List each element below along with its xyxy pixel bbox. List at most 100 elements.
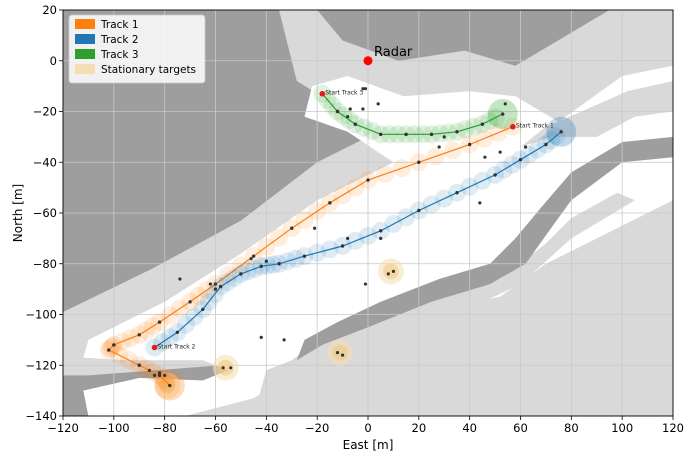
- track-point: [404, 132, 408, 137]
- legend-label: Track 3: [100, 49, 139, 61]
- track-point: [175, 330, 180, 334]
- detection-point: [348, 107, 352, 111]
- track-point: [455, 191, 459, 195]
- track-point: [188, 300, 192, 304]
- detection-point: [442, 135, 446, 139]
- detection-point: [264, 259, 268, 263]
- track-point: [340, 244, 345, 248]
- detection-point: [379, 236, 383, 240]
- track-point: [168, 383, 172, 388]
- track-point: [467, 142, 472, 147]
- detection-point: [346, 114, 350, 119]
- detection-point: [152, 373, 157, 377]
- tracks: Start Track 1 Start Track 2 Start Track 3 R…: [99, 45, 577, 401]
- legend-swatch: [75, 34, 95, 44]
- detection-point: [229, 366, 233, 370]
- stationary-target-core: [217, 359, 234, 376]
- x-axis-label: East [m]: [343, 438, 394, 452]
- track-point: [137, 333, 141, 337]
- x-tick-label: 80: [564, 421, 579, 435]
- legend-box: [68, 14, 206, 84]
- y-tick-label: −100: [25, 308, 57, 322]
- detection-point: [221, 366, 225, 370]
- detection-point: [478, 201, 482, 205]
- radar-label: Radar: [374, 45, 413, 60]
- detection-point: [208, 282, 213, 286]
- detection-point: [249, 257, 253, 261]
- detection-point: [523, 145, 528, 149]
- detection-point: [259, 335, 263, 339]
- y-tick-label: 0: [50, 54, 57, 68]
- track-point: [277, 262, 281, 266]
- track-point: [366, 178, 370, 182]
- detection-point: [213, 287, 218, 291]
- stationary-target-core: [332, 344, 349, 361]
- legend-label: Track 1: [100, 19, 139, 31]
- detection-point: [503, 102, 507, 106]
- x-tick-label: −40: [254, 421, 278, 435]
- legend: Track 1 Track 2 Track 3 Stationary targets: [68, 14, 206, 84]
- track-start-marker: [510, 123, 516, 130]
- track-point: [559, 130, 563, 134]
- detection-point: [157, 371, 162, 375]
- track-point: [544, 142, 548, 147]
- track-point: [201, 307, 205, 312]
- y-tick-label: 20: [42, 3, 57, 17]
- track-start-marker: [151, 344, 158, 351]
- y-tick-label: −40: [33, 155, 57, 169]
- x-tick-label: 60: [513, 421, 528, 435]
- detection-point: [498, 150, 502, 154]
- track-point: [480, 122, 485, 126]
- track-point: [417, 160, 421, 164]
- legend-swatch: [75, 49, 95, 59]
- track-point: [328, 201, 332, 205]
- track-point: [518, 158, 523, 162]
- y-tick-label: −80: [33, 257, 57, 271]
- track-point: [417, 208, 421, 213]
- x-tick-label: −60: [203, 421, 227, 435]
- track-point: [251, 254, 256, 258]
- track-point: [455, 130, 459, 134]
- track-point: [157, 320, 162, 324]
- boundary-strip: [520, 81, 673, 147]
- legend-swatch: [75, 64, 95, 74]
- detection-point: [361, 87, 365, 91]
- track-point: [379, 132, 383, 137]
- track-point: [493, 173, 497, 177]
- axes: −120 −100 −80 −60 −40 −20 0 20 40 60 80 100 120−140−…: [11, 3, 684, 452]
- detection-point: [376, 102, 380, 106]
- legend-swatch: [75, 19, 95, 29]
- track-point: [353, 122, 357, 126]
- x-tick-label: −100: [98, 421, 130, 435]
- track-point: [137, 363, 141, 367]
- track-start-label: Start Track 3: [325, 90, 363, 97]
- track-start-label: Start Track 1: [516, 123, 554, 130]
- x-tick-label: 20: [412, 421, 427, 435]
- track-start-marker: [319, 90, 326, 97]
- radar-marker: [363, 56, 373, 66]
- track-point: [501, 112, 505, 116]
- detection-point: [313, 226, 317, 230]
- track-point: [157, 373, 162, 378]
- track-point: [290, 226, 294, 230]
- detection-point: [346, 236, 350, 240]
- x-tick-label: −20: [305, 421, 329, 435]
- x-tick-label: 0: [364, 421, 371, 435]
- detection-point: [282, 338, 286, 342]
- track-point: [379, 229, 383, 233]
- detection-point: [483, 155, 487, 159]
- detection-point: [340, 353, 345, 357]
- detection-point: [335, 350, 340, 355]
- y-axis-label: North [m]: [11, 184, 25, 242]
- detection-point: [391, 269, 396, 273]
- free-area: [83, 65, 673, 416]
- detection-point: [163, 373, 167, 377]
- detection-point: [361, 107, 365, 111]
- track-point: [335, 109, 340, 114]
- y-tick-label: −20: [33, 105, 57, 119]
- detection-point: [386, 272, 390, 276]
- detection-point: [437, 145, 441, 149]
- track-start-label: Start Track 2: [158, 343, 196, 350]
- x-tick-label: 120: [662, 421, 684, 435]
- legend-label: Stationary targets: [101, 64, 196, 76]
